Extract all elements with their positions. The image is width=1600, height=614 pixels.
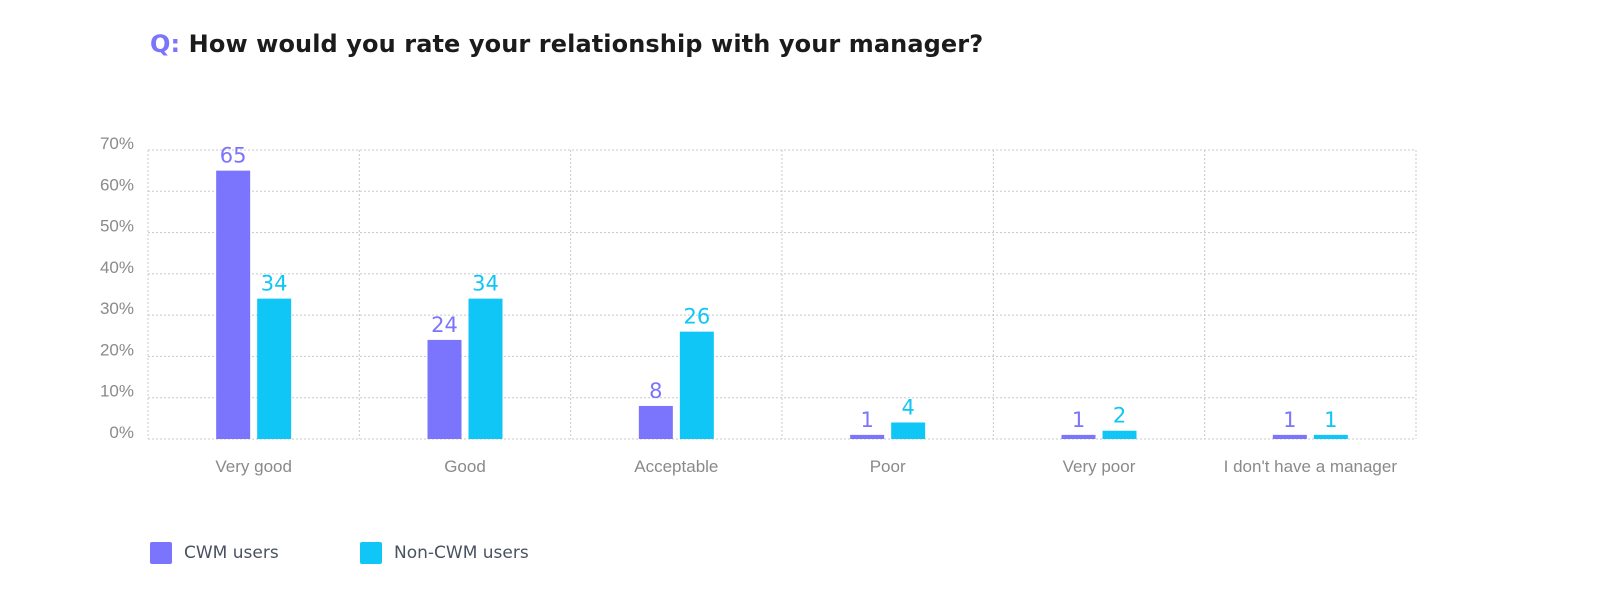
y-tick-label: 30% bbox=[100, 299, 134, 318]
legend-label-non-cwm: Non-CWM users bbox=[394, 543, 529, 563]
y-tick-label: 10% bbox=[100, 382, 134, 401]
x-tick-label: Acceptable bbox=[634, 457, 718, 476]
x-tick-label: Good bbox=[444, 457, 486, 476]
bar-non-cwm bbox=[257, 298, 292, 439]
chart-title: Q: How would you rate your relationship … bbox=[150, 30, 983, 58]
bar-non-cwm bbox=[891, 422, 926, 439]
y-tick-label: 0% bbox=[109, 423, 134, 442]
data-label-non-cwm: 2 bbox=[1113, 404, 1126, 428]
data-label-cwm: 1 bbox=[1283, 408, 1296, 432]
data-label-non-cwm: 26 bbox=[683, 305, 710, 329]
bar-cwm bbox=[1272, 434, 1307, 439]
legend-label-cwm: CWM users bbox=[184, 543, 279, 563]
bar-non-cwm bbox=[679, 331, 714, 439]
bar-cwm bbox=[216, 170, 251, 439]
bar-non-cwm bbox=[468, 298, 503, 439]
y-tick-label: 20% bbox=[100, 340, 134, 359]
y-tick-label: 40% bbox=[100, 258, 134, 277]
question-prefix: Q: bbox=[150, 30, 181, 58]
data-label-cwm: 65 bbox=[220, 144, 247, 168]
legend-swatch-cwm bbox=[150, 542, 172, 564]
data-label-cwm: 8 bbox=[649, 379, 662, 403]
data-label-non-cwm: 1 bbox=[1324, 408, 1337, 432]
bar-cwm bbox=[1061, 434, 1096, 439]
bar-cwm bbox=[850, 434, 885, 439]
data-label-cwm: 1 bbox=[1072, 408, 1085, 432]
legend-item-non-cwm: Non-CWM users bbox=[360, 542, 529, 564]
bar-cwm bbox=[427, 339, 462, 439]
x-tick-label: Very good bbox=[215, 457, 292, 476]
bar-cwm bbox=[638, 405, 673, 439]
data-label-non-cwm: 34 bbox=[472, 272, 499, 296]
data-label-cwm: 1 bbox=[860, 408, 873, 432]
bar-non-cwm bbox=[1313, 434, 1348, 439]
data-label-non-cwm: 4 bbox=[901, 395, 914, 419]
data-label-cwm: 24 bbox=[431, 313, 458, 337]
x-tick-label: Very poor bbox=[1063, 457, 1136, 476]
legend-swatch-non-cwm bbox=[360, 542, 382, 564]
question-text: How would you rate your relationship wit… bbox=[188, 30, 984, 58]
bar-non-cwm bbox=[1102, 430, 1137, 439]
legend-item-cwm: CWM users bbox=[150, 542, 279, 564]
y-tick-label: 70% bbox=[100, 134, 134, 153]
x-tick-label: I don't have a manager bbox=[1224, 457, 1398, 476]
data-label-non-cwm: 34 bbox=[261, 272, 288, 296]
x-tick-label: Poor bbox=[870, 457, 906, 476]
y-tick-label: 60% bbox=[100, 175, 134, 194]
y-tick-label: 50% bbox=[100, 217, 134, 236]
